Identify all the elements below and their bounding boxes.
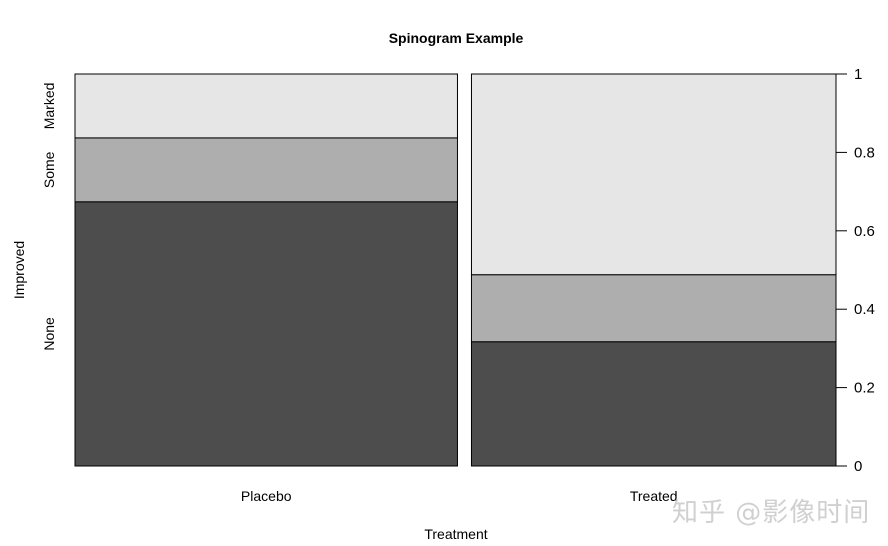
left-level-labels: None Some Marked bbox=[41, 83, 57, 351]
x-tick-label-placebo: Placebo bbox=[241, 488, 292, 504]
bars-group bbox=[74, 73, 837, 467]
level-label-none: None bbox=[41, 317, 57, 351]
x-axis-label: Treatment bbox=[424, 526, 487, 542]
bar-segment-placebo-none bbox=[74, 201, 458, 467]
right-axis-tick-label: 0.8 bbox=[854, 144, 875, 161]
level-label-some: Some bbox=[41, 151, 57, 188]
bar-segment-treated-none bbox=[470, 341, 837, 467]
right-axis: 0 0.2 0.4 0.6 0.8 1 bbox=[835, 66, 875, 475]
right-axis-tick-label: 0.2 bbox=[854, 380, 875, 397]
y-axis-label: Improved bbox=[11, 241, 27, 299]
right-axis-tick-label: 0 bbox=[854, 458, 862, 475]
bar-segment-placebo-marked bbox=[74, 73, 458, 139]
level-label-marked: Marked bbox=[41, 83, 57, 130]
right-axis-tick-label: 0.6 bbox=[854, 223, 875, 240]
bar-segment-treated-some bbox=[470, 274, 837, 343]
x-tick-label-treated: Treated bbox=[630, 488, 678, 504]
right-axis-tick-label: 1 bbox=[854, 66, 862, 83]
bar-segment-placebo-some bbox=[74, 137, 458, 203]
right-axis-tick-label: 0.4 bbox=[854, 301, 875, 318]
watermark: 知乎 @影像时间 bbox=[672, 498, 871, 528]
bar-segment-treated-marked bbox=[470, 73, 837, 276]
chart-title: Spinogram Example bbox=[389, 30, 524, 46]
x-tick-labels: Placebo Treated bbox=[241, 488, 678, 504]
